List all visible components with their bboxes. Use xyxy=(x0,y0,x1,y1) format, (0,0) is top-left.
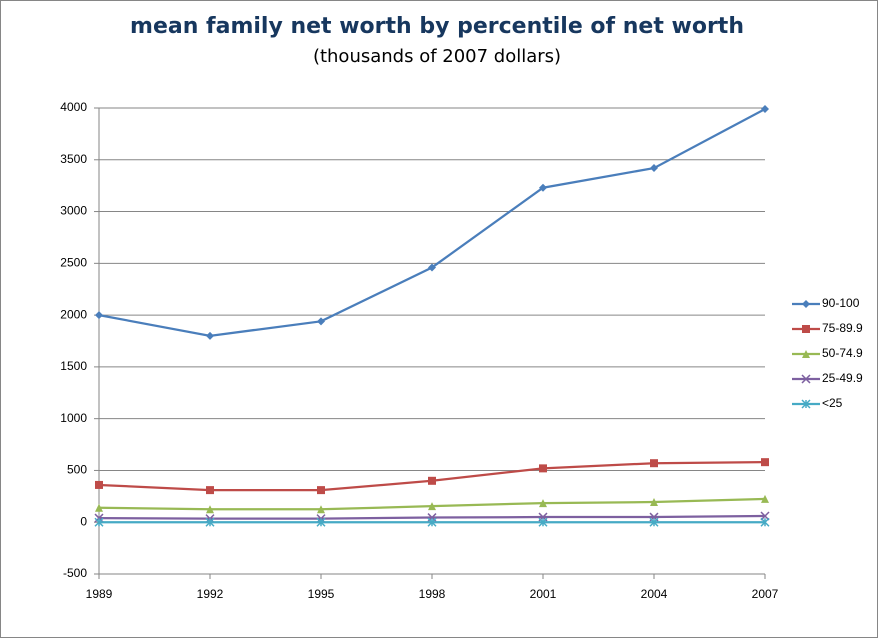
y-tick-label: -500 xyxy=(63,566,87,580)
marker xyxy=(428,502,436,511)
y-tick-label: 3500 xyxy=(60,152,87,166)
marker xyxy=(95,480,103,489)
marker xyxy=(761,105,769,114)
marker xyxy=(650,164,658,173)
marker xyxy=(95,311,103,320)
x-tick-label: 1992 xyxy=(197,587,224,601)
legend-label: <25 xyxy=(822,396,843,410)
y-tick-label: 2500 xyxy=(60,256,87,270)
y-tick-label: 1500 xyxy=(60,359,87,373)
marker xyxy=(538,517,548,527)
marker xyxy=(206,486,214,495)
legend-marker xyxy=(802,300,810,308)
legend-label: 75-89.9 xyxy=(822,321,863,335)
marker xyxy=(761,494,769,503)
marker xyxy=(317,505,325,514)
marker xyxy=(649,517,659,527)
legend-label: 50-74.9 xyxy=(822,346,863,360)
legend-marker xyxy=(801,374,811,384)
marker xyxy=(205,517,215,527)
legend-marker xyxy=(801,399,811,409)
y-tick-label: 2000 xyxy=(60,307,87,321)
y-tick-label: 1000 xyxy=(60,411,87,425)
marker xyxy=(317,317,325,326)
chart-subtitle: (thousands of 2007 dollars) xyxy=(313,46,561,67)
marker xyxy=(539,499,547,508)
marker xyxy=(206,331,214,340)
chart-title: mean family net worth by percentile of n… xyxy=(130,14,744,39)
legend-label: 25-49.9 xyxy=(822,371,863,385)
marker xyxy=(94,517,104,527)
x-tick-label: 2007 xyxy=(752,587,779,601)
marker xyxy=(761,458,769,467)
marker xyxy=(206,505,214,514)
legend-marker xyxy=(802,350,810,358)
marker xyxy=(317,486,325,495)
x-tick-label: 1998 xyxy=(419,587,446,601)
marker xyxy=(94,513,104,523)
marker xyxy=(539,464,547,473)
x-tick-label: 1989 xyxy=(86,587,113,601)
marker xyxy=(650,498,658,507)
y-tick-label: 4000 xyxy=(60,100,87,114)
marker xyxy=(539,183,547,192)
marker xyxy=(428,476,436,485)
x-tick-label: 2001 xyxy=(530,587,557,601)
y-tick-label: 500 xyxy=(67,463,87,477)
marker xyxy=(95,503,103,512)
legend-marker xyxy=(802,325,810,333)
marker xyxy=(427,517,437,527)
legend-label: 90-100 xyxy=(822,296,860,310)
marker xyxy=(650,459,658,468)
marker xyxy=(316,517,326,527)
marker xyxy=(760,517,770,527)
y-tick-label: 3000 xyxy=(60,204,87,218)
x-tick-label: 2004 xyxy=(641,587,668,601)
y-tick-label: 0 xyxy=(80,514,87,528)
marker xyxy=(428,263,436,272)
x-tick-label: 1995 xyxy=(308,587,335,601)
